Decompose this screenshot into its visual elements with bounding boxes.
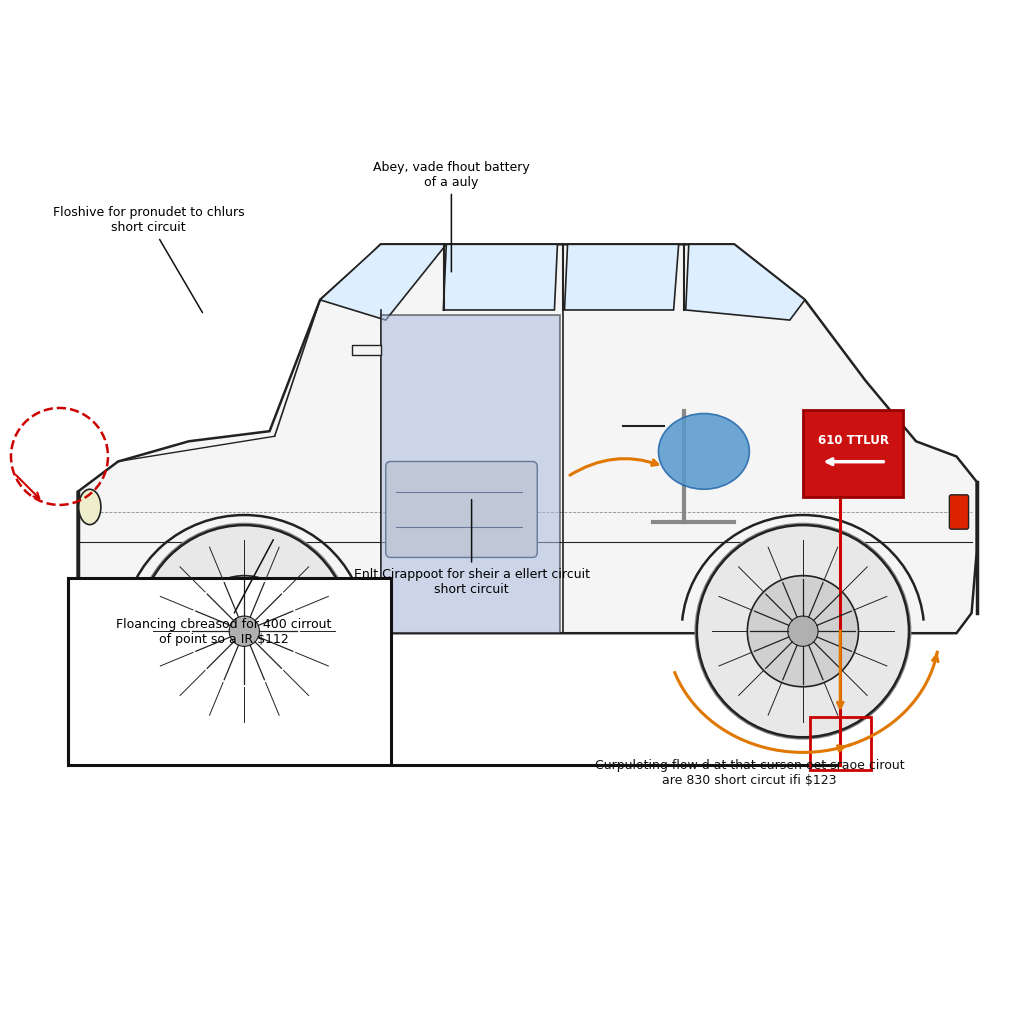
FancyBboxPatch shape <box>949 495 969 529</box>
Text: 610 TTLUR: 610 TTLUR <box>818 434 889 447</box>
FancyBboxPatch shape <box>68 578 391 765</box>
Polygon shape <box>443 245 557 310</box>
Text: Floancing cbreasod for 400 cirrout
of point so a IR $112: Floancing cbreasod for 400 cirrout of po… <box>117 540 332 646</box>
Circle shape <box>229 616 259 646</box>
Polygon shape <box>352 345 381 355</box>
Text: Abey, vade fhout battery
of a auly: Abey, vade fhout battery of a auly <box>373 161 529 271</box>
Circle shape <box>787 616 818 646</box>
Polygon shape <box>686 245 805 321</box>
FancyBboxPatch shape <box>804 410 903 497</box>
Text: Curpuloting flow d at that cursen oet sraoe cirout
are 830 short circut ifi $123: Curpuloting flow d at that cursen oet sr… <box>595 760 904 787</box>
FancyBboxPatch shape <box>386 462 538 557</box>
Circle shape <box>188 575 300 687</box>
Ellipse shape <box>658 414 750 489</box>
Polygon shape <box>564 245 679 310</box>
Polygon shape <box>78 245 977 633</box>
Ellipse shape <box>79 489 101 524</box>
Circle shape <box>138 525 350 737</box>
Circle shape <box>697 525 909 737</box>
Polygon shape <box>321 245 446 321</box>
Text: Enlt Cirappoot for sheir a ellert circuit
short circuit: Enlt Cirappoot for sheir a ellert circui… <box>353 500 590 596</box>
Circle shape <box>748 575 858 687</box>
Text: Floshive for pronudet to chlurs
short circuit: Floshive for pronudet to chlurs short ci… <box>52 206 244 312</box>
Polygon shape <box>381 315 560 633</box>
